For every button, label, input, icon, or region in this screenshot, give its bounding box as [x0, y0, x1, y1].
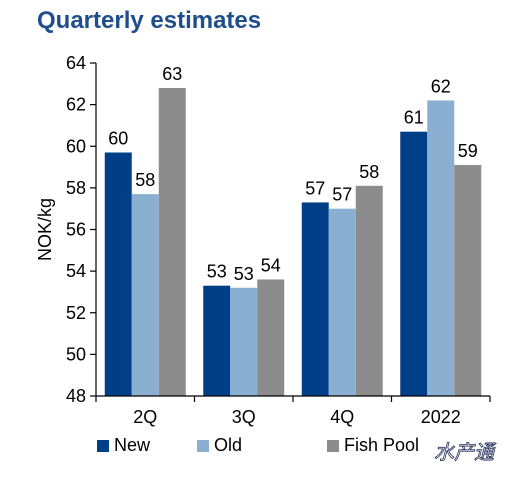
- bar-old: [131, 194, 159, 396]
- bar-new: [203, 285, 231, 396]
- x-tick-label: 2022: [421, 407, 461, 427]
- data-label: 62: [431, 76, 451, 96]
- data-label: 60: [108, 128, 128, 148]
- bar-fish-pool: [355, 185, 383, 396]
- legend-swatch: [197, 440, 209, 452]
- data-label: 54: [261, 255, 281, 275]
- bar-old: [328, 208, 356, 396]
- bar-new: [301, 202, 329, 396]
- bar-new: [400, 131, 428, 396]
- bar-fish-pool: [257, 279, 285, 396]
- data-label: 58: [359, 162, 379, 182]
- data-label: 63: [162, 64, 182, 84]
- legend-swatch: [97, 440, 109, 452]
- y-tick-label: 52: [66, 303, 86, 323]
- x-tick-label: 2Q: [133, 407, 157, 427]
- data-label: 59: [458, 141, 478, 161]
- y-tick-label: 56: [66, 220, 86, 240]
- y-tick-label: 62: [66, 95, 86, 115]
- x-tick-label: 3Q: [232, 407, 256, 427]
- y-axis-label: NOK/kg: [35, 198, 55, 261]
- bars-group: [104, 87, 482, 397]
- y-tick-label: 60: [66, 136, 86, 156]
- data-label: 53: [234, 264, 254, 284]
- legend-label: Old: [214, 435, 242, 455]
- bar-fish-pool: [158, 87, 186, 396]
- y-tick-label: 50: [66, 344, 86, 364]
- x-tick-label: 4Q: [330, 407, 354, 427]
- legend-swatch: [327, 440, 339, 452]
- watermark: 水产通: [434, 440, 497, 464]
- data-label: 61: [404, 108, 424, 128]
- data-label: 57: [305, 178, 325, 198]
- legend-label: Fish Pool: [344, 435, 419, 455]
- bar-fish-pool: [454, 164, 482, 396]
- bar-old: [230, 287, 258, 396]
- legend: New Old Fish Pool: [97, 435, 419, 455]
- data-label: 57: [332, 185, 352, 205]
- y-tick-label: 58: [66, 178, 86, 198]
- data-label: 58: [135, 170, 155, 190]
- bar-old: [427, 100, 455, 397]
- y-axis: 48 50 52 54 56 58 60 62 64: [66, 53, 97, 406]
- y-tick-label: 54: [66, 261, 86, 281]
- x-axis: 2Q 3Q 4Q 2022: [95, 395, 491, 427]
- y-tick-label: 48: [66, 386, 86, 406]
- chart-title: Quarterly estimates: [37, 7, 261, 34]
- data-label: 53: [207, 262, 227, 282]
- legend-label: New: [114, 435, 151, 455]
- data-labels-group: 60 53 57 61 58 53 57 62 63 54 58 59: [108, 64, 478, 284]
- bar-new: [104, 152, 132, 396]
- y-tick-label: 64: [66, 53, 86, 73]
